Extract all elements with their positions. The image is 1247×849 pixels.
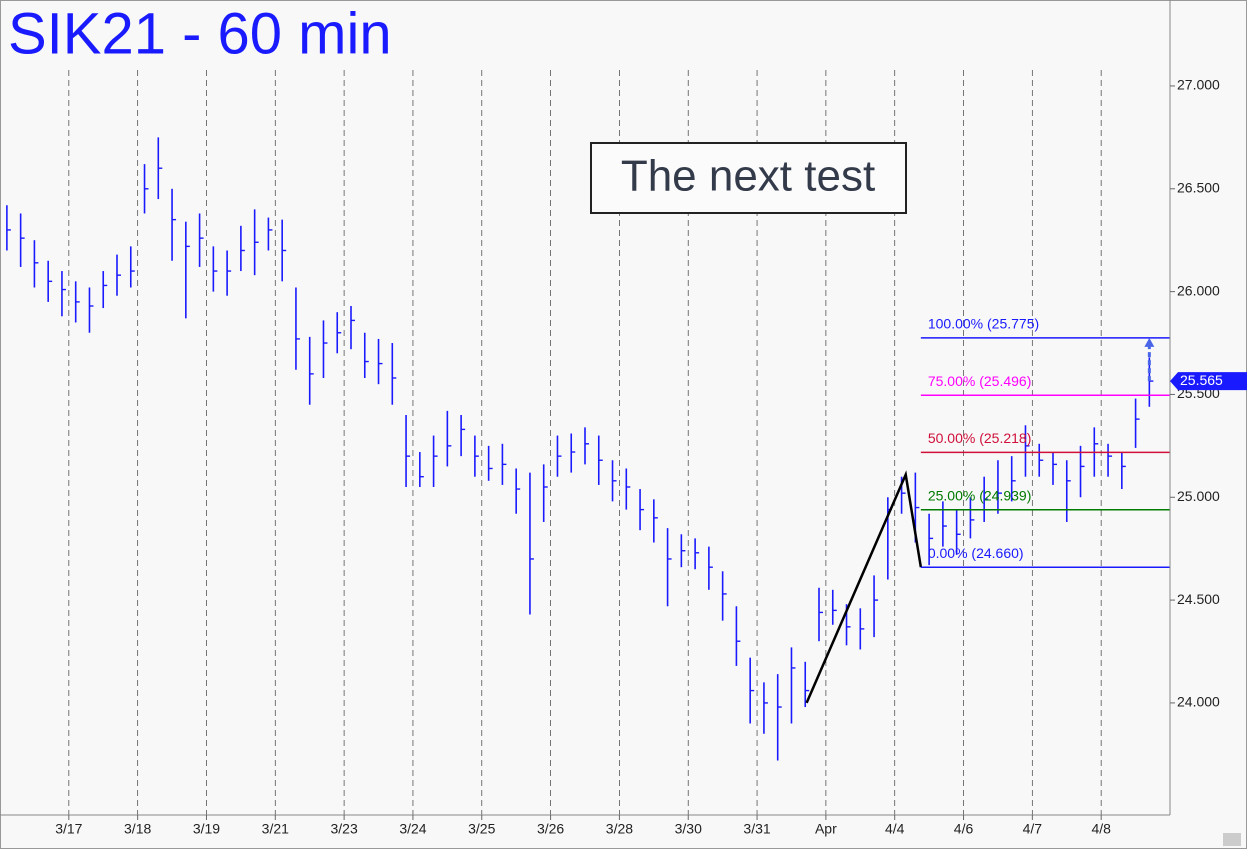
last-price-label: 25.565 — [1180, 372, 1223, 388]
x-tick-label: 3/26 — [537, 821, 564, 837]
last-price-box — [1170, 372, 1247, 391]
x-tick-label: 3/21 — [262, 821, 289, 837]
x-tick-label: 4/6 — [954, 821, 974, 837]
plot: 100.00% (25.775) 75.00% (25.496) 50.00% (2… — [6, 137, 1170, 761]
fib-label: 25.00% (24.939) — [928, 488, 1032, 504]
target-arrowhead — [1144, 337, 1155, 347]
annotation-box — [590, 142, 907, 214]
x-tick-label: 3/23 — [330, 821, 357, 837]
x-tick-label: 3/19 — [193, 821, 220, 837]
y-tick-label: 26.500 — [1177, 179, 1220, 195]
fib-label: 100.00% (25.775) — [928, 316, 1039, 332]
x-tick-label: 3/25 — [468, 821, 495, 837]
y-tick-label: 24.500 — [1177, 591, 1220, 607]
x-tick-label: 3/30 — [675, 821, 702, 837]
corner-icon — [1223, 833, 1241, 846]
x-tick-label: Apr — [815, 821, 837, 837]
y-tick-label: 24.000 — [1177, 694, 1220, 710]
y-tick-label: 25.000 — [1177, 488, 1220, 504]
x-tick-label: 3/24 — [399, 821, 426, 837]
x-tick-label: 4/7 — [1023, 821, 1043, 837]
x-tick-label: 3/31 — [743, 821, 770, 837]
chart-title: SIK21 - 60 min — [8, 1, 392, 66]
fib-label: 50.00% (25.218) — [928, 430, 1032, 446]
annotation: The next test — [621, 152, 875, 201]
x-tick-label: 3/18 — [124, 821, 151, 837]
fib-label: 0.00% (24.660) — [928, 545, 1024, 561]
x-tick-label: 4/8 — [1091, 821, 1111, 837]
y-tick-label: 27.000 — [1177, 77, 1220, 93]
x-tick-label: 3/28 — [606, 821, 633, 837]
pattern-line — [805, 470, 923, 704]
fib-label: 75.00% (25.496) — [928, 373, 1032, 389]
x-tick-label: 3/17 — [55, 821, 82, 837]
y-tick-label: 26.000 — [1177, 282, 1220, 298]
x-tick-label: 4/4 — [885, 821, 905, 837]
